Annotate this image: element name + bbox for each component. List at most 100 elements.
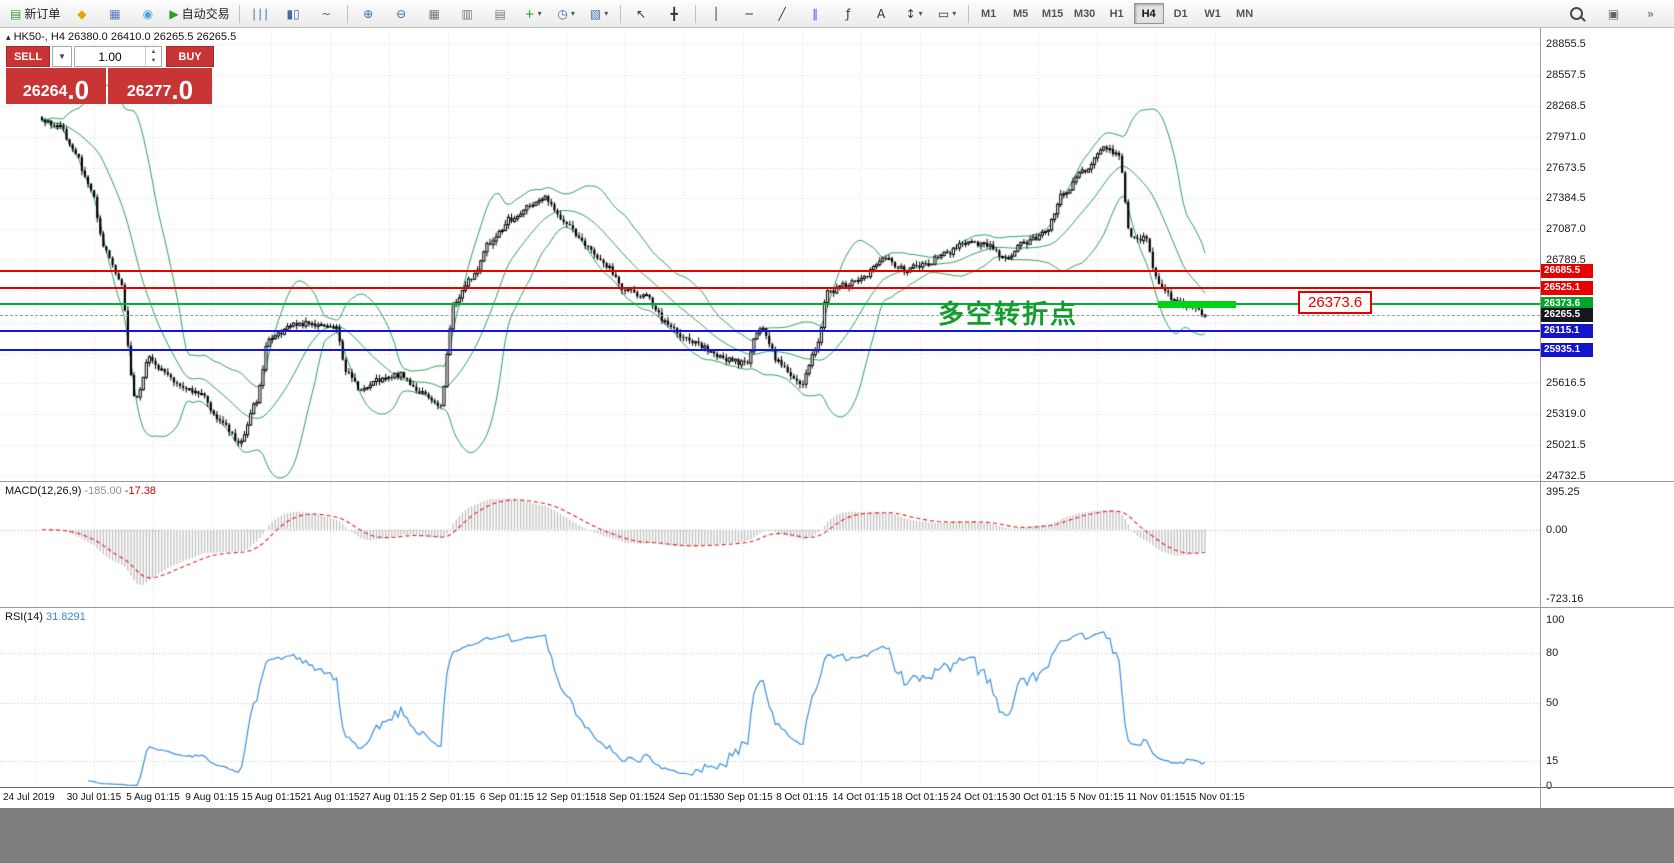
time-axis-label: 5 Aug 01:15 xyxy=(126,792,180,803)
rsi-axis-label: 80 xyxy=(1546,647,1559,660)
price-axis-label: 26789.5 xyxy=(1546,254,1586,267)
indicators-icon: + xyxy=(524,6,535,21)
window-list-button[interactable]: ▣ xyxy=(1598,2,1629,26)
price-axis-label: 27673.5 xyxy=(1546,161,1586,174)
timeframe-m5-button[interactable]: M5 xyxy=(1012,7,1029,20)
level-line-support-upper[interactable] xyxy=(0,330,1540,332)
timeframe-h1-button[interactable]: H1 xyxy=(1109,7,1124,20)
level-line-support-lower[interactable] xyxy=(0,349,1540,351)
timeframe-d1-button[interactable]: D1 xyxy=(1173,7,1188,20)
time-axis-label: 21 Aug 01:15 xyxy=(300,792,360,803)
ohlc-info-text: HK50-, H4 26380.0 26410.0 26265.5 26265.… xyxy=(13,31,237,43)
volume-stepper-up[interactable]: ▲ xyxy=(150,48,157,55)
vertical-line-icon: │ xyxy=(712,6,720,21)
level-line-resistance-upper[interactable] xyxy=(0,270,1540,272)
navigator-button[interactable]: ◉ xyxy=(132,2,163,26)
zoom-in-icon: ⊕ xyxy=(363,6,374,21)
time-axis-label: 30 Oct 01:15 xyxy=(1009,792,1067,803)
arrange-windows-icon: ▥ xyxy=(461,6,473,21)
level-line-pivot-green[interactable] xyxy=(0,303,1540,305)
time-axis-label: 18 Sep 01:15 xyxy=(595,792,655,803)
time-axis-label: 14 Oct 01:15 xyxy=(832,792,890,803)
time-axis-label: 15 Aug 01:15 xyxy=(241,792,301,803)
timeframe-h4-button[interactable]: H4 xyxy=(1133,3,1164,24)
bar-chart-button[interactable]: ∣∣∣ xyxy=(245,2,276,26)
order-type-dropdown[interactable]: ▼ xyxy=(52,46,72,67)
periods-button[interactable]: ◷ ▾ xyxy=(551,2,582,26)
timeframe-m1-button[interactable]: M1 xyxy=(980,7,997,20)
rsi-panel-separator[interactable] xyxy=(0,607,1674,608)
periods-icon: ◷ xyxy=(557,6,568,21)
price-tag-label[interactable]: 26373.6 xyxy=(1298,291,1373,314)
time-axis-label: 30 Jul 01:15 xyxy=(66,792,122,803)
cursor-button[interactable]: ↖ xyxy=(626,2,657,26)
tile-windows-button[interactable]: ▦ xyxy=(419,2,450,26)
dropdown-arrow-icon: ▾ xyxy=(952,9,957,18)
macd-main-value: -185.00 xyxy=(84,485,122,497)
price-axis-label: 27384.5 xyxy=(1546,192,1586,205)
time-axis-label: 30 Sep 01:15 xyxy=(713,792,773,803)
zoom-in-button[interactable]: ⊕ xyxy=(353,2,384,26)
buy-price-main: 26277 xyxy=(126,83,172,101)
new-order-button[interactable]: ▤ 新订单 xyxy=(6,2,64,26)
sell-price[interactable]: 26264.0 xyxy=(6,68,106,104)
volume-input[interactable] xyxy=(75,47,145,66)
templates-button[interactable]: ▧ ▾ xyxy=(584,2,615,26)
toolbar-separator xyxy=(346,4,348,23)
time-axis-label: 11 Nov 01:15 xyxy=(1126,792,1186,803)
macd-panel-separator[interactable] xyxy=(0,481,1674,482)
time-axis-label: 8 Oct 01:15 xyxy=(776,792,828,803)
time-axis-label: 6 Sep 01:15 xyxy=(480,792,534,803)
cascade-windows-button[interactable]: ▤ xyxy=(485,2,516,26)
time-axis-label: 5 Nov 01:15 xyxy=(1070,792,1124,803)
data-window-button[interactable]: ▦ xyxy=(99,2,130,26)
timeframe-w1-button[interactable]: W1 xyxy=(1204,7,1221,20)
auto-trading-button[interactable]: ▶ 自动交易 xyxy=(165,2,233,26)
level-line-last-price[interactable] xyxy=(0,315,1540,316)
horizontal-line-button[interactable]: ─ xyxy=(734,2,765,26)
time-axis-separator xyxy=(0,787,1674,788)
highlight-level-segment[interactable] xyxy=(1158,301,1236,308)
toolbar-separator xyxy=(694,4,696,23)
buy-price[interactable]: 26277.0 xyxy=(108,68,212,104)
toolbar-overflow-button[interactable]: » xyxy=(1635,2,1666,26)
macd-indicator-label: MACD(12,26,9) -185.00 -17.38 xyxy=(5,485,156,497)
market-watch-button[interactable]: ◆ xyxy=(66,2,97,26)
price-axis-label: 28557.5 xyxy=(1546,69,1586,82)
toolbar-right-group: ▣» xyxy=(1560,2,1669,26)
time-axis-label: 24 Sep 01:15 xyxy=(654,792,714,803)
arrows-tool-button[interactable]: ↕ ▾ xyxy=(899,2,930,26)
price-axis-label: 27971.0 xyxy=(1546,130,1586,143)
crosshair-button[interactable]: ╋ xyxy=(659,2,690,26)
equidistant-channel-button[interactable]: ∥ xyxy=(800,2,831,26)
sell-price-main: 26264 xyxy=(22,83,68,101)
fibonacci-button[interactable]: ƒ xyxy=(833,2,864,26)
trendline-button[interactable]: ╱ xyxy=(767,2,798,26)
chart-info-line: ▴ HK50-, H4 26380.0 26410.0 26265.5 2626… xyxy=(6,31,236,43)
candlestick-chart-button[interactable]: ▮▯ xyxy=(278,2,309,26)
rsi-name: RSI(14) xyxy=(5,611,43,623)
shapes-tool-button[interactable]: ▭ ▾ xyxy=(932,2,963,26)
search-button[interactable] xyxy=(1561,2,1592,26)
chart-annotation-text[interactable]: 多空转折点 xyxy=(938,300,1079,330)
text-label-button[interactable]: A xyxy=(866,2,897,26)
vertical-line-button[interactable]: │ xyxy=(701,2,732,26)
dropdown-arrow-icon: ▾ xyxy=(918,9,923,18)
volume-stepper-down[interactable]: ▼ xyxy=(150,58,157,65)
sell-button[interactable]: SELL xyxy=(6,46,50,67)
zoom-out-button[interactable]: ⊖ xyxy=(386,2,417,26)
time-axis-label: 24 Jul 2019 xyxy=(3,792,55,803)
timeframe-m15-button[interactable]: M15 xyxy=(1041,7,1064,20)
arrange-windows-button[interactable]: ▥ xyxy=(452,2,483,26)
indicators-button[interactable]: + ▾ xyxy=(518,2,549,26)
line-chart-button[interactable]: ~ xyxy=(311,2,342,26)
chart-shift-icon[interactable]: ▴ xyxy=(6,32,11,42)
timeframe-mn-button[interactable]: MN xyxy=(1236,7,1254,20)
buy-button[interactable]: BUY xyxy=(166,46,214,67)
timeframe-m30-button[interactable]: M30 xyxy=(1073,7,1096,20)
sell-price-big: .0 xyxy=(67,74,90,105)
level-line-resistance-lower[interactable] xyxy=(0,287,1540,289)
macd-name: MACD(12,26,9) xyxy=(5,485,82,497)
